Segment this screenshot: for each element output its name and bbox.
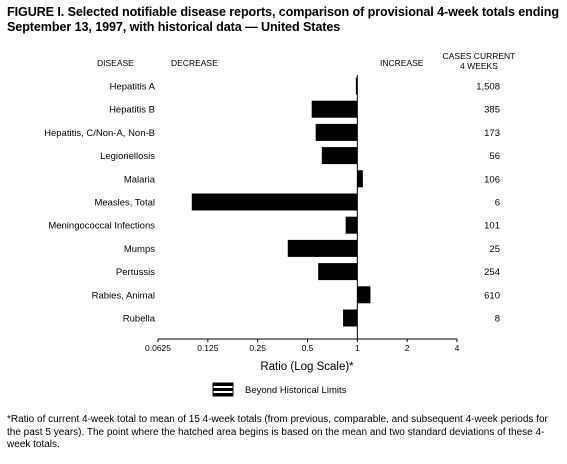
cases-value: 101 bbox=[484, 221, 500, 232]
category-label: Malaria bbox=[124, 174, 156, 185]
footnote: *Ratio of current 4-week total to mean o… bbox=[7, 414, 559, 452]
bar bbox=[357, 170, 363, 188]
increase-header: INCREASE bbox=[380, 58, 424, 68]
bar bbox=[321, 147, 358, 165]
bar bbox=[287, 239, 358, 257]
cases-header-line2: 4 WEEKS bbox=[460, 61, 498, 71]
disease-header: DISEASE bbox=[97, 58, 134, 68]
category-label: Rabies, Animal bbox=[92, 290, 155, 301]
category-label: Mumps bbox=[124, 244, 155, 255]
cases-value: 56 bbox=[489, 151, 500, 162]
x-tick-label: 0.5 bbox=[302, 343, 314, 353]
category-label: Hepatitis B bbox=[109, 105, 155, 116]
cases-value: 106 bbox=[484, 174, 500, 185]
x-tick-label: 1 bbox=[355, 343, 360, 353]
x-tick-label: 2 bbox=[405, 343, 410, 353]
cases-value: 173 bbox=[484, 128, 500, 139]
x-tick-label: 0.0625 bbox=[145, 343, 171, 353]
x-tick-label: 0.25 bbox=[249, 343, 266, 353]
category-label: Rubella bbox=[123, 314, 156, 325]
category-label: Pertussis bbox=[116, 267, 155, 278]
cases-value: 254 bbox=[484, 267, 500, 278]
bar bbox=[315, 123, 358, 141]
category-label: Meningococcal Infections bbox=[48, 221, 155, 232]
category-label: Hepatitis A bbox=[110, 82, 156, 93]
cases-value: 6 bbox=[495, 198, 500, 209]
bar bbox=[318, 263, 358, 281]
bar bbox=[345, 216, 358, 234]
x-tick-label: 0.125 bbox=[197, 343, 219, 353]
bar bbox=[311, 100, 358, 118]
figure-title: FIGURE I. Selected notifiable disease re… bbox=[7, 5, 559, 34]
cases-value: 25 bbox=[489, 244, 500, 255]
x-tick-label: 4 bbox=[455, 343, 460, 353]
category-label: Measles, Total bbox=[94, 198, 155, 209]
legend-label: Beyond Historical Limits bbox=[245, 385, 347, 396]
cases-value: 385 bbox=[484, 105, 500, 116]
bar bbox=[191, 193, 358, 211]
category-label: Legionellosis bbox=[100, 151, 155, 162]
cases-value: 1,508 bbox=[476, 82, 500, 93]
cases-value: 8 bbox=[495, 314, 500, 325]
decrease-header: DECREASE bbox=[171, 58, 218, 68]
bar bbox=[343, 309, 358, 327]
cases-header-line1: CASES CURRENT bbox=[443, 51, 516, 61]
bar bbox=[355, 77, 358, 95]
x-axis-label: Ratio (Log Scale)* bbox=[260, 361, 354, 373]
cases-value: 610 bbox=[484, 290, 500, 301]
category-label: Hepatitis, C/Non-A, Non-B bbox=[44, 128, 155, 139]
bar bbox=[357, 286, 371, 304]
footnote-text: *Ratio of current 4-week total to mean o… bbox=[7, 414, 548, 450]
legend-swatch bbox=[212, 382, 234, 397]
